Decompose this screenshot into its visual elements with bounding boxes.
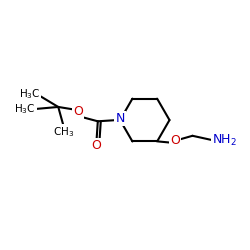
Text: O: O bbox=[92, 139, 102, 152]
Text: NH$_2$: NH$_2$ bbox=[212, 133, 237, 148]
Text: N: N bbox=[115, 112, 125, 125]
Text: O: O bbox=[73, 106, 83, 118]
Text: H$_3$C: H$_3$C bbox=[18, 87, 40, 101]
Text: CH$_3$: CH$_3$ bbox=[53, 125, 74, 138]
Text: H$_3$C: H$_3$C bbox=[14, 102, 36, 116]
Text: O: O bbox=[170, 134, 180, 147]
